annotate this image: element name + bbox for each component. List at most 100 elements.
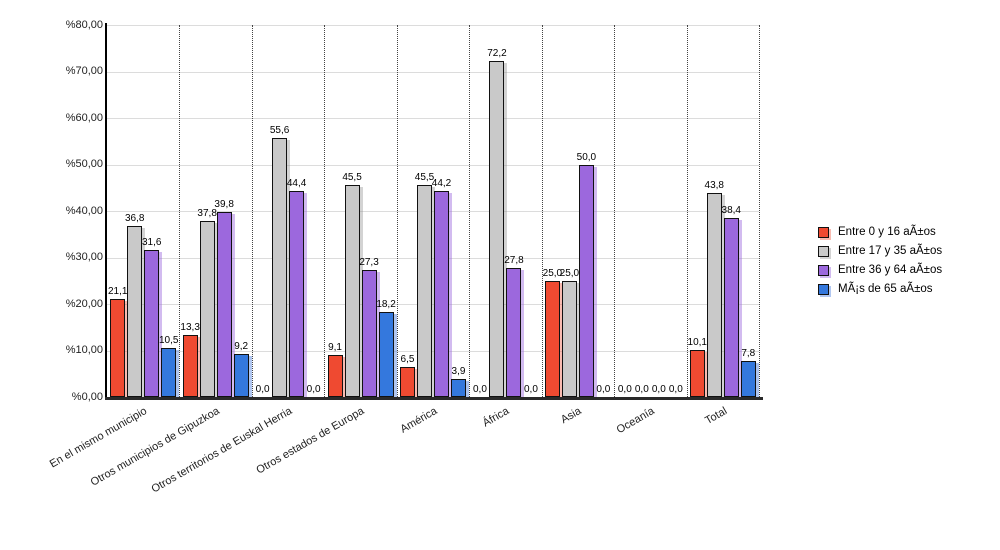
bar-red	[544, 280, 560, 397]
bar-value-label: 9,1	[328, 341, 342, 353]
y-axis-line	[104, 23, 107, 400]
bar-value-label: 27,3	[359, 257, 379, 269]
x-axis-category-label: Otros municipios de Gipuzkoa	[88, 405, 222, 489]
y-axis-tick-label: %80,00	[65, 18, 103, 31]
y-axis-tick-label: %70,00	[65, 65, 103, 77]
bar-value-label: 0,0	[306, 384, 321, 395]
legend-label: Entre 0 y 16 aÃ±os	[838, 226, 936, 238]
bar-red	[327, 354, 343, 397]
bar-value-label: 0,0	[255, 384, 270, 395]
bar-value-label: 31,6	[141, 237, 162, 249]
bar-gray	[344, 185, 360, 397]
bar-value-label: 39,8	[214, 198, 234, 210]
bar-blue	[161, 348, 177, 397]
bar-value-label: 55,6	[269, 125, 290, 137]
category-separator-line	[759, 25, 760, 397]
y-axis-tick-label: %40,00	[65, 204, 103, 217]
y-axis-tick-label: %10,00	[65, 344, 103, 356]
bar-gray	[706, 193, 722, 397]
legend-item: MÃ¡s de 65 aÃ±os	[818, 283, 942, 295]
bar-blue	[378, 312, 394, 397]
bar-gray	[489, 61, 505, 397]
x-axis-category-label: África	[481, 405, 512, 430]
bar-gray	[199, 221, 215, 397]
legend-item: Entre 36 y 64 aÃ±os	[818, 264, 942, 276]
y-axis-tick-label: %50,00	[65, 158, 103, 170]
category-separator-line	[614, 25, 616, 397]
bar-gray	[417, 185, 432, 397]
bar-blue	[451, 378, 466, 397]
x-axis-line	[104, 397, 763, 400]
category-separator-line	[686, 25, 688, 397]
bar-value-label: 9,2	[234, 341, 249, 353]
category-separator-line	[396, 25, 398, 397]
bar-purple	[144, 250, 160, 397]
gridline-horizontal	[107, 304, 759, 305]
gridline-horizontal	[107, 25, 759, 26]
bar-value-label: 43,8	[704, 180, 724, 192]
gridline-horizontal	[107, 211, 759, 212]
legend-swatch	[818, 226, 829, 238]
bar-value-label: 0,0	[634, 384, 649, 395]
x-axis-category-label: Otros territorios de Euskal Herria	[149, 405, 295, 496]
bar-value-label: 44,4	[286, 177, 307, 189]
legend-swatch	[818, 283, 829, 295]
bar-value-label: 44,2	[431, 178, 452, 190]
bar-value-label: 6,5	[400, 353, 415, 365]
bar-blue	[233, 354, 249, 397]
bar-value-label: 72,2	[487, 48, 507, 60]
bar-value-label: 13,3	[180, 322, 200, 334]
bar-value-label: 0,0	[651, 384, 666, 395]
bar-purple	[216, 211, 232, 397]
bar-value-label: 38,4	[721, 205, 741, 217]
bar-value-label: 7,8	[741, 347, 756, 359]
legend-item: Entre 0 y 16 aÃ±os	[818, 226, 942, 238]
bar-blue	[740, 360, 756, 397]
bar-purple	[578, 164, 594, 397]
legend-label: Entre 36 y 64 aÃ±os	[838, 264, 943, 276]
x-axis-category-label: Total	[702, 405, 729, 428]
bar-value-label: 18,2	[376, 299, 396, 311]
bar-purple	[723, 218, 739, 397]
bar-value-label: 3,9	[451, 365, 466, 377]
gridline-horizontal	[107, 164, 759, 166]
bar-value-label: 27,8	[504, 254, 524, 266]
bar-value-label: 0,0	[523, 384, 538, 395]
bar-purple	[289, 190, 305, 397]
bar-gray	[561, 280, 577, 397]
legend-swatch	[818, 264, 829, 276]
bar-value-label: 0,0	[668, 384, 683, 395]
gridline-horizontal	[107, 257, 759, 259]
legend-label: Entre 17 y 35 aÃ±os	[838, 245, 943, 257]
bar-purple	[506, 267, 522, 397]
x-axis-category-label: Asia	[559, 405, 584, 427]
bar-value-label: 25,0	[542, 267, 563, 279]
y-axis-tick-label: %60,00	[65, 111, 103, 124]
legend-label: MÃ¡s de 65 aÃ±os	[838, 283, 933, 295]
category-separator-line	[469, 25, 471, 397]
bar-red	[400, 366, 415, 397]
gridline-horizontal	[107, 118, 759, 119]
bar-red	[110, 298, 126, 397]
bar-value-label: 45,5	[342, 172, 362, 184]
bar-value-label: 0,0	[596, 384, 611, 395]
bar-red	[689, 350, 705, 397]
x-axis-category-label: América	[398, 405, 439, 436]
bar-gray	[127, 225, 143, 397]
bar-red	[182, 335, 198, 397]
bar-value-label: 10,5	[158, 335, 179, 347]
category-separator-line	[324, 25, 326, 397]
bar-purple	[434, 191, 449, 397]
bar-purple	[361, 270, 377, 397]
legend: Entre 0 y 16 aÃ±os Entre 17 y 35 aÃ±os Ent…	[818, 226, 942, 295]
gridline-horizontal	[107, 71, 759, 73]
y-axis-tick-label: %0,00	[71, 390, 103, 403]
legend-item: Entre 17 y 35 aÃ±os	[818, 245, 942, 257]
bar-value-label: 21,1	[107, 285, 128, 297]
category-separator-line	[541, 25, 543, 397]
bar-value-label: 10,1	[687, 337, 707, 349]
category-separator-line	[179, 25, 181, 397]
bar-value-label: 50,0	[576, 151, 597, 163]
category-separator-line	[251, 25, 253, 397]
